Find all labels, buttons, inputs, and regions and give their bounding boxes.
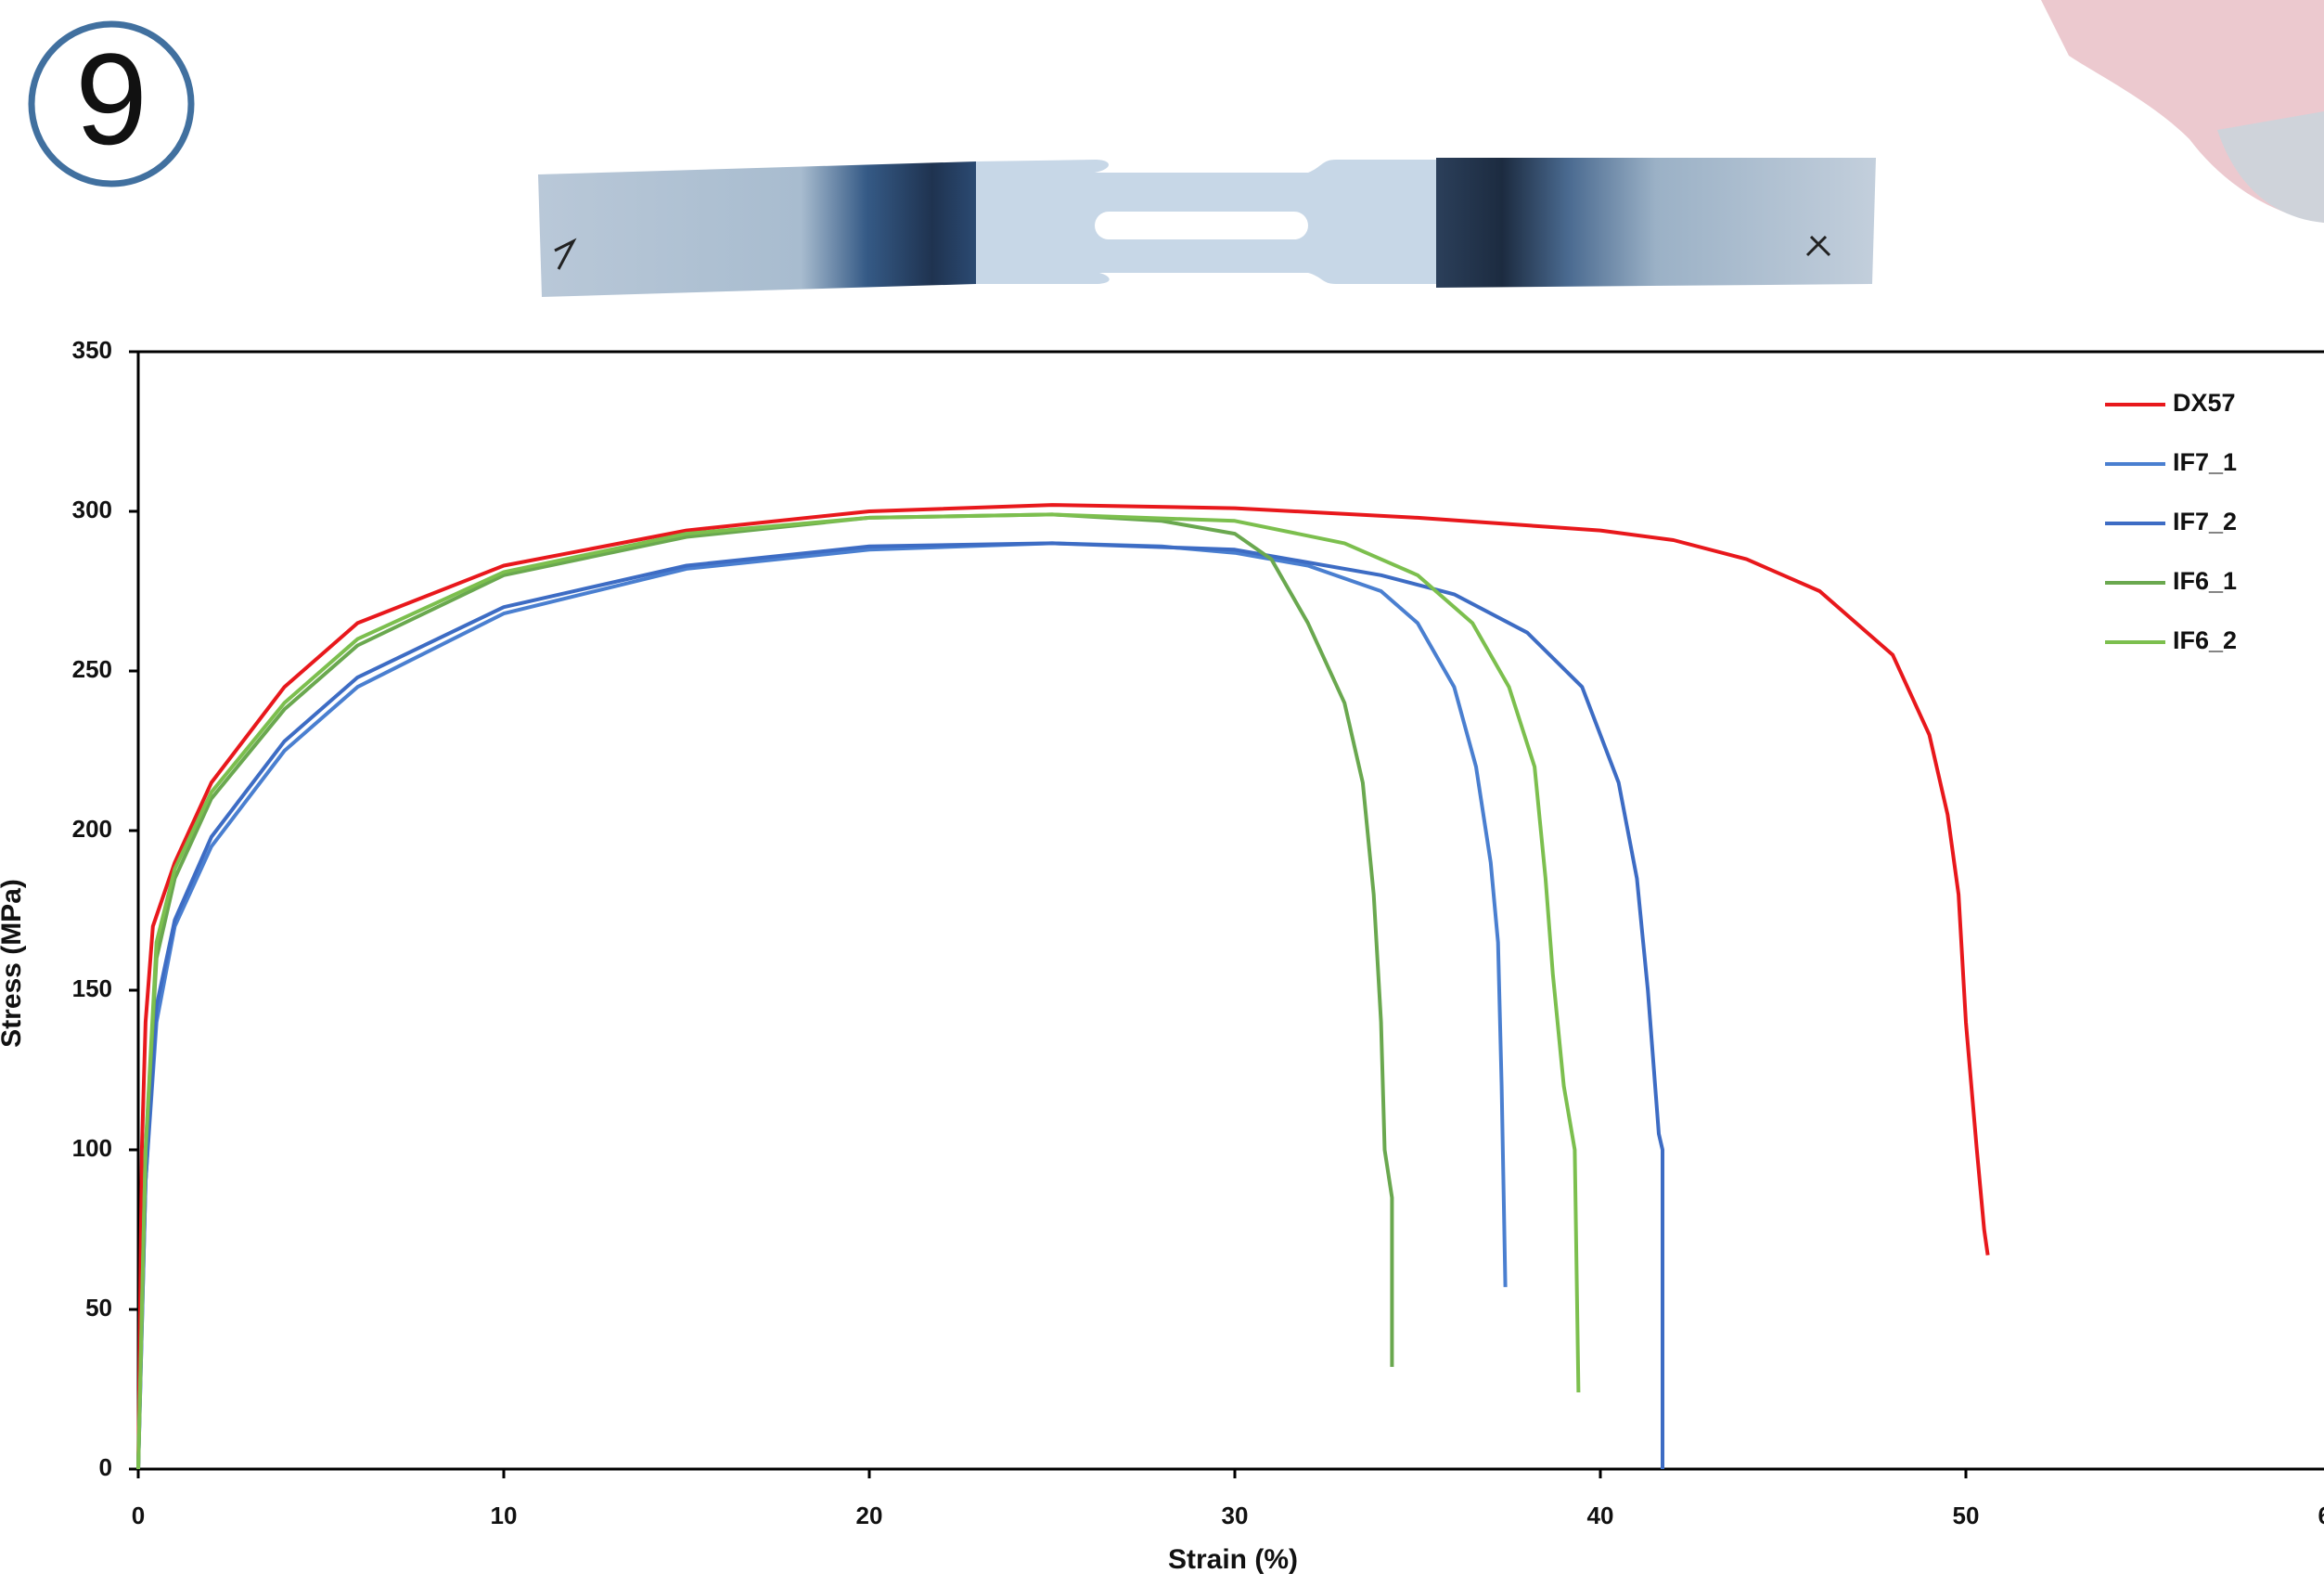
x-axis-title: Strain (%) — [1168, 1544, 1298, 1575]
legend-label: DX57 — [2173, 389, 2236, 417]
badge-circle — [28, 20, 195, 187]
y-tick-label: 0 — [99, 1453, 112, 1481]
series-line — [136, 541, 1664, 1470]
y-tick-label: 150 — [72, 974, 112, 1002]
x-tick-label: 40 — [1587, 1502, 1614, 1529]
y-tick-label: 350 — [72, 336, 112, 364]
y-axis-title: Stress (MPa) — [0, 879, 27, 1048]
plot-lines — [136, 503, 1990, 1470]
y-tick-label: 50 — [85, 1294, 112, 1322]
legend-label: IF6_2 — [2173, 626, 2237, 654]
y-tick-label: 300 — [72, 496, 112, 523]
series-line — [136, 512, 1581, 1470]
x-tick-label: 30 — [1222, 1502, 1249, 1529]
legend-label: IF6_1 — [2173, 567, 2237, 595]
series-line — [136, 512, 1394, 1470]
specimen — [538, 158, 1876, 297]
y-tick-label: 100 — [72, 1134, 112, 1162]
x-tick-label: 50 — [1953, 1502, 1980, 1529]
legend-label: IF7_2 — [2173, 508, 2237, 535]
series-line — [136, 541, 1508, 1470]
series-line — [136, 503, 1990, 1470]
legend-label: IF7_1 — [2173, 448, 2237, 476]
y-tick-label: 200 — [72, 815, 112, 843]
background-blob — [2217, 111, 2324, 223]
x-tick-label: 0 — [132, 1502, 145, 1529]
x-tick-label: 20 — [856, 1502, 883, 1529]
x-tick-label: 60 — [2318, 1502, 2324, 1529]
badge-number: 9 — [75, 26, 148, 172]
x-tick-label: 10 — [491, 1502, 518, 1529]
y-tick-label: 250 — [72, 655, 112, 683]
